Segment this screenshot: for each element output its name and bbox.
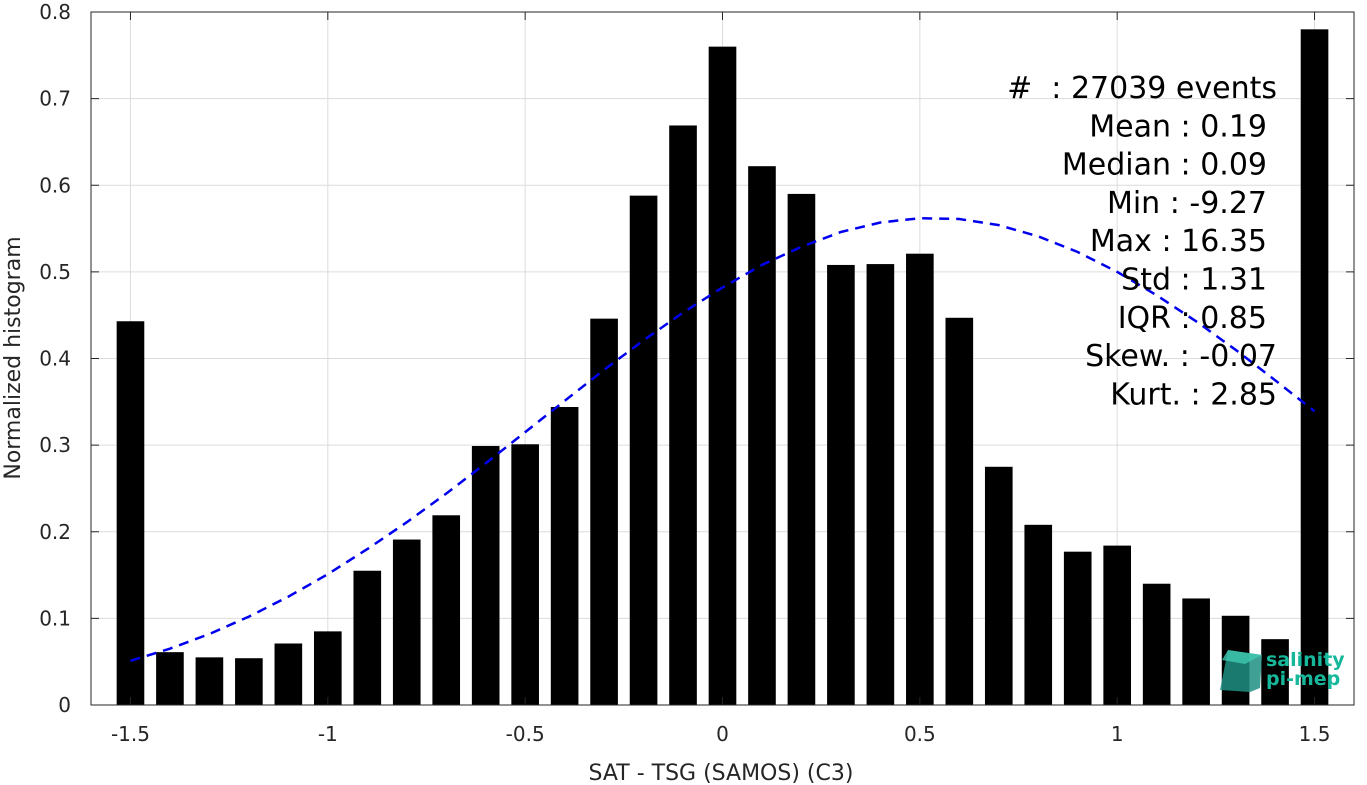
- stat-line: Median : 0.09: [1062, 148, 1267, 183]
- x-tick-label: 1: [1111, 722, 1124, 746]
- histogram-bar: [1103, 545, 1132, 705]
- histogram-bar: [866, 264, 895, 705]
- histogram-bar: [195, 657, 224, 705]
- histogram-bar: [156, 652, 184, 705]
- histogram-bar: [511, 444, 539, 705]
- y-tick-label: 0.7: [39, 87, 71, 111]
- histogram-bar: [1063, 551, 1092, 705]
- y-tick-label: 0.1: [39, 606, 71, 630]
- histogram-bars: [116, 29, 1329, 705]
- histogram-bar: [1142, 583, 1171, 705]
- stat-line: Mean : 0.19: [1089, 109, 1267, 144]
- histogram-bar: [392, 539, 421, 705]
- y-tick-label: 0.4: [39, 347, 71, 371]
- histogram-bar: [984, 466, 1013, 705]
- stat-line: Std : 1.31: [1121, 263, 1267, 298]
- y-tick-label: 0.5: [39, 260, 71, 284]
- histogram-bar: [274, 643, 303, 705]
- y-tick-label: 0.2: [39, 520, 71, 544]
- histogram-bar: [353, 570, 382, 705]
- stat-line: IQR : 0.85: [1118, 301, 1267, 336]
- stat-line: Skew. : -0.07: [1085, 339, 1277, 374]
- stat-line: Kurt. : 2.85: [1110, 377, 1277, 412]
- histogram-bar: [827, 264, 855, 705]
- histogram-bar: [116, 321, 145, 705]
- y-tick-label: 0.3: [39, 433, 71, 457]
- histogram-bar: [1300, 29, 1329, 705]
- histogram-bar: [1182, 598, 1210, 705]
- histogram-bar: [708, 46, 737, 705]
- histogram-bar: [945, 317, 974, 705]
- histogram-bar: [471, 445, 500, 705]
- x-tick-label: -1: [318, 722, 338, 746]
- gaussian-fit-curve: [130, 216, 1316, 662]
- histogram-bar: [313, 631, 342, 705]
- y-tick-label: 0.8: [39, 0, 71, 24]
- histogram-bar: [1024, 524, 1053, 705]
- x-tick-label: 1.5: [1299, 722, 1331, 746]
- x-tick-label: 0.5: [904, 722, 936, 746]
- histogram-bar: [550, 407, 579, 705]
- histogram-bar: [669, 125, 697, 705]
- y-axis-title: Normalized histogram: [1, 236, 26, 479]
- histogram-bar: [432, 515, 461, 705]
- x-axis-title: SAT - TSG (SAMOS) (C3): [589, 761, 854, 785]
- x-tick-label: 0: [716, 722, 729, 746]
- histogram-bar: [748, 166, 776, 705]
- x-axis-ticks: -1.5 -1 -0.5 0 0.5 1 1.5: [111, 12, 1330, 746]
- logo-cube-facet: [1222, 650, 1262, 664]
- histogram-bar: [1261, 639, 1289, 705]
- y-axis-ticks: 0 0.1 0.2 0.3 0.4 0.5 0.6 0.7 0.8: [39, 0, 1354, 717]
- histogram-bar: [590, 318, 618, 705]
- histogram-bar: [787, 193, 816, 705]
- x-tick-label: -1.5: [111, 722, 150, 746]
- histogram-bar: [906, 253, 934, 705]
- histogram-bar: [235, 658, 263, 705]
- logo-line-1: salinity: [1266, 649, 1345, 671]
- stat-line: # : 27039 events: [1007, 71, 1277, 106]
- y-tick-label: 0.6: [39, 173, 71, 197]
- stat-line: Min : -9.27: [1107, 186, 1267, 221]
- y-tick-label: 0: [58, 693, 71, 717]
- histogram-bar: [629, 195, 658, 705]
- logo-line-2: pi-mep: [1266, 668, 1340, 690]
- x-tick-label: -0.5: [506, 722, 545, 746]
- salinity-pi-mep-logo: salinity pi-mep: [1220, 649, 1345, 692]
- stat-line: Max : 16.35: [1090, 224, 1267, 259]
